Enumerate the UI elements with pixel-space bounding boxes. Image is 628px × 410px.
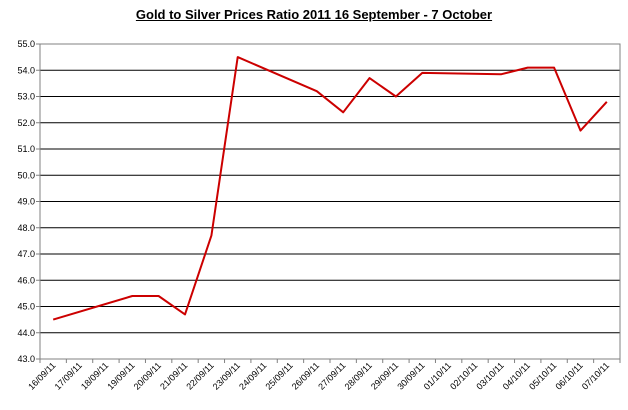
x-tick-label: 04/10/11: [501, 360, 532, 391]
series-lines: [52, 56, 608, 321]
x-tick-label: 06/10/11: [553, 360, 584, 391]
x-tick-label: 29/09/11: [369, 360, 400, 391]
y-tick-label: 46.0: [17, 275, 35, 285]
y-tick-label: 54.0: [17, 65, 35, 75]
y-tick-label: 53.0: [17, 92, 35, 102]
x-tick-label: 30/09/11: [395, 360, 426, 391]
x-tick-label: 25/09/11: [263, 360, 294, 391]
y-tick-label: 48.0: [17, 223, 35, 233]
x-tick-label: 23/09/11: [211, 360, 242, 391]
gridlines: [40, 43, 620, 334]
chart-title: Gold to Silver Prices Ratio 2011 16 Sept…: [135, 7, 493, 22]
x-tick-label: 18/09/11: [79, 360, 110, 391]
y-tick-label: 45.0: [17, 302, 35, 312]
y-tick-label: 47.0: [17, 249, 35, 259]
y-tick-label: 55.0: [17, 39, 35, 49]
y-tick-label: 44.0: [17, 328, 35, 338]
y-tick-label: 50.0: [17, 170, 35, 180]
x-tick-label: 26/09/11: [290, 360, 321, 391]
y-tick-label: 43.0: [17, 354, 35, 364]
y-tick-labels: 43.0 44.0 45.0 46.0 47.0 48.0 49.0 50.0 51.0 52.0…: [17, 39, 35, 364]
series-line: [52, 56, 608, 321]
x-tick-label: 01/10/11: [422, 360, 453, 391]
x-tick-label: 21/09/11: [158, 360, 189, 391]
x-tick-labels: 16/09/1117/09/1118/09/1119/09/1120/09/11…: [26, 360, 611, 391]
x-tick-label: 05/10/11: [527, 360, 558, 391]
x-tick-label: 19/09/11: [105, 360, 136, 391]
x-tick-label: 24/09/11: [237, 360, 268, 391]
x-tick-label: 16/09/11: [26, 360, 57, 391]
y-tick-label: 51.0: [17, 144, 35, 154]
x-tick-label: 28/09/11: [343, 360, 374, 391]
x-tick-label: 22/09/11: [184, 360, 215, 391]
axes: [36, 43, 621, 363]
x-tick-label: 07/10/11: [580, 360, 611, 391]
x-tick-label: 03/10/11: [474, 360, 505, 391]
x-tick-label: 27/09/11: [316, 360, 347, 391]
x-tick-label: 02/10/11: [448, 360, 479, 391]
x-tick-label: 17/09/11: [53, 360, 84, 391]
x-tick-label: 20/09/11: [132, 360, 163, 391]
y-tick-label: 52.0: [17, 118, 35, 128]
y-tick-label: 49.0: [17, 197, 35, 207]
